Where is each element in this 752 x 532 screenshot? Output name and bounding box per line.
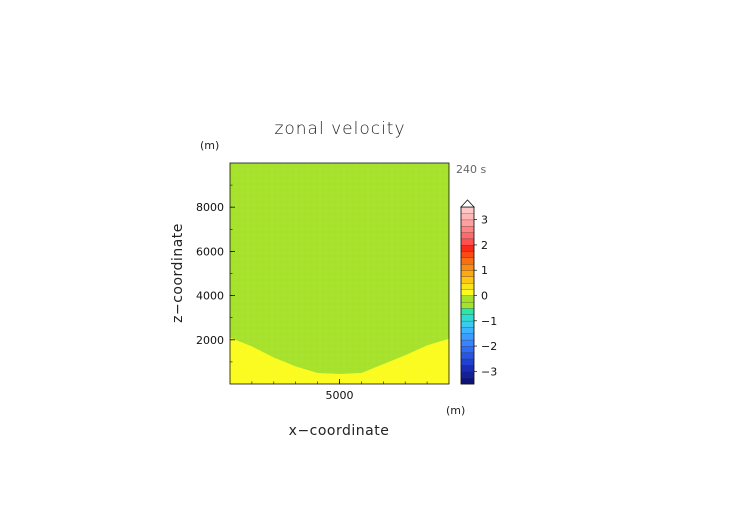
colorbar-segment [460, 206, 475, 214]
colorbar-segment [460, 263, 475, 271]
colorbar-segment [460, 251, 475, 259]
x-axis-title: x−coordinate [289, 423, 390, 439]
chart-title: zonal velocity [274, 119, 405, 139]
colorbar-tick-label: −2 [481, 340, 497, 353]
colorbar-segment [460, 320, 475, 328]
colorbar-segment [460, 364, 475, 372]
colorbar-segment [460, 282, 475, 290]
colorbar-segment [460, 314, 475, 322]
colorbar-segment [460, 339, 475, 347]
colorbar-tick-label: 1 [481, 264, 488, 277]
y-tick-label: 4000 [196, 290, 224, 303]
colorbar-segment [460, 295, 475, 303]
y-tick-label: 8000 [196, 201, 224, 214]
colorbar-segment [460, 371, 475, 379]
colorbar-segment [460, 213, 475, 221]
colorbar-segment [460, 244, 475, 252]
colorbar-segment [460, 352, 475, 360]
colorbar-tick-label: 0 [481, 290, 488, 303]
time-label: 240 s [456, 163, 486, 176]
colorbar-segment [460, 238, 475, 246]
y-axis-title: z−coordinate [170, 223, 186, 323]
plot-grid [230, 163, 449, 384]
colorbar-segment [460, 307, 475, 315]
colorbar-tick-label: −1 [481, 315, 497, 328]
colorbar-segment [460, 301, 475, 309]
colorbar-extend-arrow [460, 199, 475, 208]
plot-area: 5000 2000 4000 6000 8000 [196, 162, 450, 402]
colorbar-tick-label: −3 [481, 365, 497, 378]
y-axis-ticks: 2000 4000 6000 8000 [196, 184, 235, 363]
colorbar-segment [460, 377, 475, 385]
colorbar-segment [460, 219, 475, 227]
colorbar-tick-label: 3 [481, 214, 488, 227]
y-unit-label: (m) [200, 139, 219, 152]
colorbar-segment [460, 358, 475, 366]
x-tick-label: 5000 [326, 389, 354, 402]
yellow-field-region [230, 337, 449, 384]
field-background-region [230, 163, 449, 384]
y-tick-label: 6000 [196, 245, 224, 258]
colorbar-segment [460, 333, 475, 341]
colorbar-segment [460, 225, 475, 233]
colorbar-tick-label: 2 [481, 239, 488, 252]
colorbar-segment [460, 326, 475, 334]
colorbar-segment [460, 345, 475, 353]
colorbar-segment [460, 232, 475, 240]
colorbar-segment [460, 270, 475, 277]
colorbar: −3 −2 −1 0 1 2 3 [460, 199, 497, 385]
colorbar-segment [460, 289, 475, 296]
x-axis-ticks: 5000 [251, 379, 428, 402]
y-tick-label: 2000 [196, 334, 224, 347]
colorbar-segment [460, 257, 475, 265]
colorbar-segment [460, 276, 475, 284]
x-unit-label: (m) [446, 404, 465, 417]
